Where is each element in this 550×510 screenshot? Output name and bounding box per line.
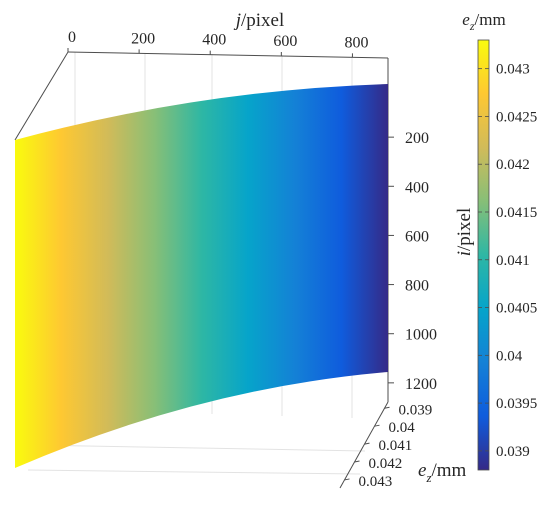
ez-tick-label: 0.042: [369, 456, 403, 472]
j-tick-label: 0: [68, 29, 76, 46]
j-tick-label: 400: [202, 32, 226, 49]
j-axis-title: j/pixel: [233, 10, 285, 31]
ez-tick-mark: [364, 442, 370, 445]
ez-tick-mark: [374, 424, 380, 427]
j-tick-label: 600: [273, 33, 297, 50]
ez-tick-label: 0.04: [389, 420, 416, 436]
ez-tick-label: 0.043: [359, 474, 393, 490]
i-axis-title: i/pixel: [454, 208, 475, 257]
i-tick-label: 200: [405, 130, 429, 147]
ez-tick-label: 0.041: [379, 438, 413, 454]
colorbar-tick-label: 0.0405: [496, 301, 537, 317]
ez-axis-title: ez/mm: [418, 460, 467, 485]
j-tick-label: 200: [131, 30, 155, 47]
i-tick-label: 600: [405, 228, 429, 245]
j-axis: j/pixel 0 200 400 600 800: [67, 10, 368, 58]
colorbar-tick-label: 0.0415: [496, 205, 537, 221]
colorbar-title: ez/mm: [462, 10, 505, 33]
i-tick-label: 400: [405, 179, 429, 196]
i-tick-label: 1000: [405, 327, 437, 344]
colorbar-tick-label: 0.041: [496, 253, 530, 269]
i-axis: i/pixel 200 400 600 800 1000 1200: [388, 130, 475, 393]
i-tick-label: 1200: [405, 376, 437, 393]
ez-axis: ez/mm 0.039 0.04 0.041 0.042 0.043: [344, 402, 467, 490]
ez-tick-mark: [354, 460, 360, 463]
colorbar-tick-label: 0.039: [496, 444, 530, 460]
colorbar-gradient: [477, 39, 490, 471]
colorbar-tick-label: 0.043: [496, 62, 530, 78]
surface-patch: [15, 84, 388, 468]
ez-tick-mark: [344, 478, 350, 481]
colorbar-tick-label: 0.042: [496, 157, 530, 173]
ez-tick-mark: [384, 406, 390, 409]
i-tick-label: 800: [405, 278, 429, 295]
axes-3d: [14, 51, 389, 489]
ez-tick-label: 0.039: [399, 402, 433, 418]
colorbar-tick-label: 0.0395: [496, 396, 537, 412]
colorbar: ez/mm 0.043 0.0425 0.042 0.0415 0.041 0.0405 0…: [462, 10, 537, 471]
j-tick-label: 800: [344, 34, 368, 51]
colorbar-tick-label: 0.04: [496, 348, 523, 364]
colorbar-tick-label: 0.0425: [496, 109, 537, 125]
